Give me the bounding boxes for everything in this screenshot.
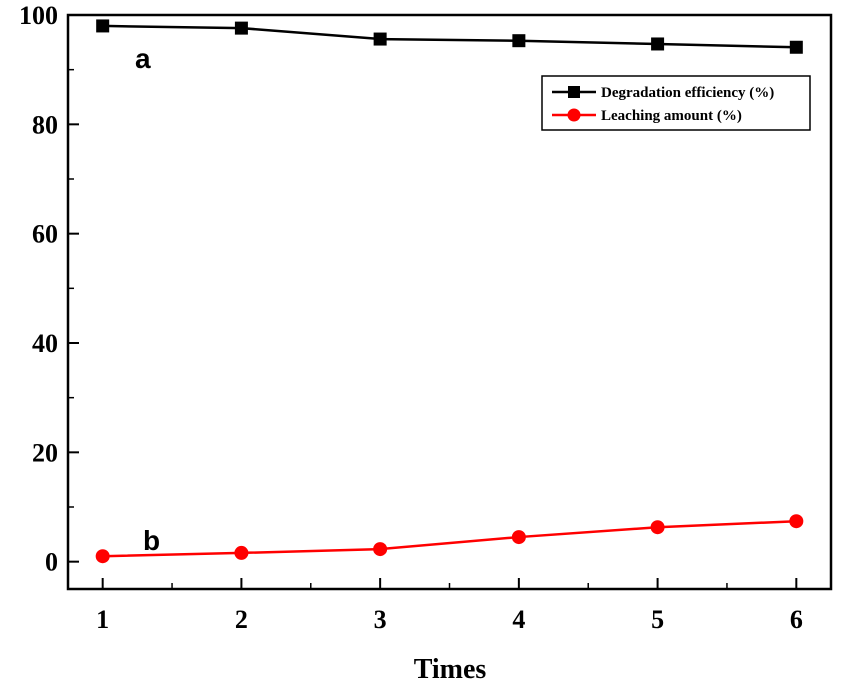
data-point-square	[789, 40, 803, 54]
x-tick-label: 2	[235, 605, 248, 634]
series-line	[102, 519, 797, 558]
legend-marker-square	[568, 86, 580, 98]
legend-label: Leaching amount (%)	[601, 108, 742, 124]
legend: Degradation efficiency (%) Leaching amoun…	[541, 75, 811, 131]
data-point-circle	[789, 514, 804, 529]
data-point-circle	[95, 549, 110, 564]
legend-box	[541, 75, 811, 131]
x-axis: 1 2 3 4 5 6	[96, 578, 803, 634]
y-tick-label: 100	[19, 1, 58, 30]
legend-marker-circle	[567, 108, 581, 122]
data-point-square	[373, 32, 387, 46]
series-labels: ab	[135, 43, 160, 556]
y-tick-label: 20	[32, 438, 58, 467]
data-point-square	[234, 21, 248, 35]
x-tick-label: 4	[512, 605, 525, 634]
legend-item: Degradation efficiency (%)	[552, 85, 774, 101]
x-tick-label: 3	[374, 605, 387, 634]
legend-item: Leaching amount (%)	[552, 108, 742, 124]
data-point-circle	[650, 520, 665, 535]
series-layer	[95, 19, 804, 564]
y-tick-label: 0	[45, 548, 58, 577]
data-point-circle	[511, 530, 526, 545]
series-2	[95, 514, 804, 564]
series-1	[96, 19, 803, 54]
data-point-square	[651, 37, 665, 51]
series-line	[102, 24, 797, 49]
series-label-a: a	[135, 43, 151, 74]
y-axis: 0 20 40 60 80 100	[19, 1, 79, 577]
legend-label: Degradation efficiency (%)	[601, 85, 774, 101]
y-tick-label: 60	[32, 220, 58, 249]
y-tick-label: 40	[32, 329, 58, 358]
x-tick-label: 1	[96, 605, 109, 634]
data-point-circle	[373, 542, 388, 557]
x-tick-label: 5	[651, 605, 664, 634]
data-point-circle	[234, 545, 249, 560]
data-point-square	[512, 34, 526, 48]
x-tick-label: 6	[790, 605, 803, 634]
y-tick-label: 80	[32, 110, 58, 139]
series-label-b: b	[143, 525, 160, 556]
data-point-square	[96, 19, 110, 33]
x-axis-title: Times	[414, 654, 487, 685]
